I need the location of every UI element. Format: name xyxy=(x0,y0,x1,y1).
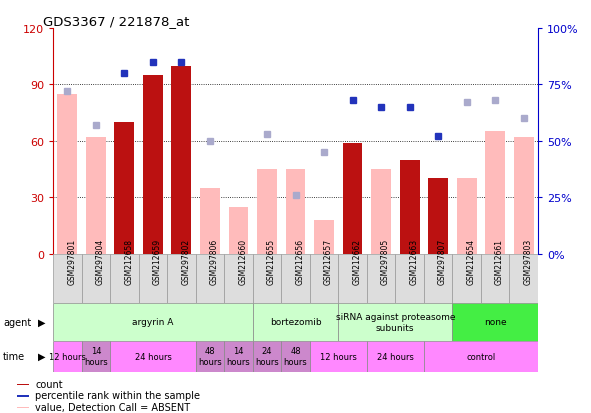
Bar xyxy=(53,254,82,304)
Text: GSM297804: GSM297804 xyxy=(96,238,105,285)
Text: GSM212657: GSM212657 xyxy=(324,238,333,285)
Text: GSM297807: GSM297807 xyxy=(438,238,447,285)
Bar xyxy=(395,254,424,304)
Bar xyxy=(452,254,481,304)
Bar xyxy=(428,179,448,254)
Bar xyxy=(18,407,30,408)
Text: ▶: ▶ xyxy=(38,317,45,327)
Bar xyxy=(253,254,281,304)
Bar xyxy=(509,254,538,304)
Text: value, Detection Call = ABSENT: value, Detection Call = ABSENT xyxy=(35,402,190,412)
Text: 14
hours: 14 hours xyxy=(84,347,108,366)
Text: GSM297805: GSM297805 xyxy=(381,238,390,285)
Bar xyxy=(424,341,538,372)
Text: 14
hours: 14 hours xyxy=(226,347,251,366)
Text: GSM212663: GSM212663 xyxy=(410,238,418,285)
Text: agent: agent xyxy=(3,317,31,327)
Text: GDS3367 / 221878_at: GDS3367 / 221878_at xyxy=(44,15,190,28)
Text: count: count xyxy=(35,379,63,389)
Bar xyxy=(82,341,110,372)
Text: GSM212654: GSM212654 xyxy=(466,238,476,285)
Bar xyxy=(457,179,476,254)
Bar xyxy=(82,254,110,304)
Text: GSM212655: GSM212655 xyxy=(267,238,276,285)
Bar xyxy=(310,254,338,304)
Bar xyxy=(452,304,538,341)
Bar xyxy=(485,132,505,254)
Bar xyxy=(285,170,306,254)
Bar xyxy=(371,170,391,254)
Text: GSM212662: GSM212662 xyxy=(352,238,362,285)
Bar xyxy=(514,138,534,254)
Bar xyxy=(167,254,196,304)
Text: 24
hours: 24 hours xyxy=(255,347,279,366)
Bar xyxy=(400,160,420,254)
Bar xyxy=(110,254,139,304)
Bar xyxy=(310,341,367,372)
Bar xyxy=(115,123,134,254)
Text: siRNA against proteasome
subunits: siRNA against proteasome subunits xyxy=(336,313,455,332)
Bar xyxy=(139,254,167,304)
Bar xyxy=(53,304,253,341)
Bar xyxy=(53,341,82,372)
Bar xyxy=(424,254,452,304)
Bar xyxy=(338,254,367,304)
Bar xyxy=(224,341,253,372)
Text: 48
hours: 48 hours xyxy=(198,347,222,366)
Text: bortezomib: bortezomib xyxy=(269,318,322,327)
Bar xyxy=(171,66,191,254)
Bar xyxy=(343,143,362,254)
Bar xyxy=(253,304,338,341)
Text: 24 hours: 24 hours xyxy=(135,352,171,361)
Text: GSM212656: GSM212656 xyxy=(296,238,304,285)
Bar xyxy=(18,395,30,397)
Bar xyxy=(257,170,277,254)
Bar xyxy=(314,220,334,254)
Bar xyxy=(367,254,395,304)
Text: GSM212661: GSM212661 xyxy=(495,238,504,285)
Bar xyxy=(281,341,310,372)
Bar xyxy=(200,188,220,254)
Bar xyxy=(143,76,163,254)
Bar xyxy=(338,304,452,341)
Text: GSM297802: GSM297802 xyxy=(181,238,190,285)
Bar xyxy=(86,138,106,254)
Bar xyxy=(18,384,30,385)
Bar xyxy=(196,341,224,372)
Text: time: time xyxy=(3,351,25,361)
Text: ▶: ▶ xyxy=(38,351,45,361)
Text: percentile rank within the sample: percentile rank within the sample xyxy=(35,390,200,400)
Text: 24 hours: 24 hours xyxy=(377,352,414,361)
Text: GSM297803: GSM297803 xyxy=(524,238,532,285)
Text: control: control xyxy=(466,352,495,361)
Text: argyrin A: argyrin A xyxy=(132,318,174,327)
Bar xyxy=(196,254,224,304)
Bar xyxy=(367,341,424,372)
Bar xyxy=(281,254,310,304)
Text: 12 hours: 12 hours xyxy=(320,352,357,361)
Text: GSM297806: GSM297806 xyxy=(210,238,219,285)
Bar xyxy=(57,95,77,254)
Bar xyxy=(253,341,281,372)
Bar xyxy=(481,254,509,304)
Text: GSM212660: GSM212660 xyxy=(239,238,248,285)
Text: GSM212658: GSM212658 xyxy=(125,238,134,285)
Text: 12 hours: 12 hours xyxy=(49,352,86,361)
Text: 48
hours: 48 hours xyxy=(284,347,307,366)
Text: GSM297801: GSM297801 xyxy=(67,238,76,285)
Text: GSM212659: GSM212659 xyxy=(153,238,162,285)
Bar xyxy=(224,254,253,304)
Text: none: none xyxy=(484,318,506,327)
Bar xyxy=(229,207,248,254)
Bar xyxy=(110,341,196,372)
